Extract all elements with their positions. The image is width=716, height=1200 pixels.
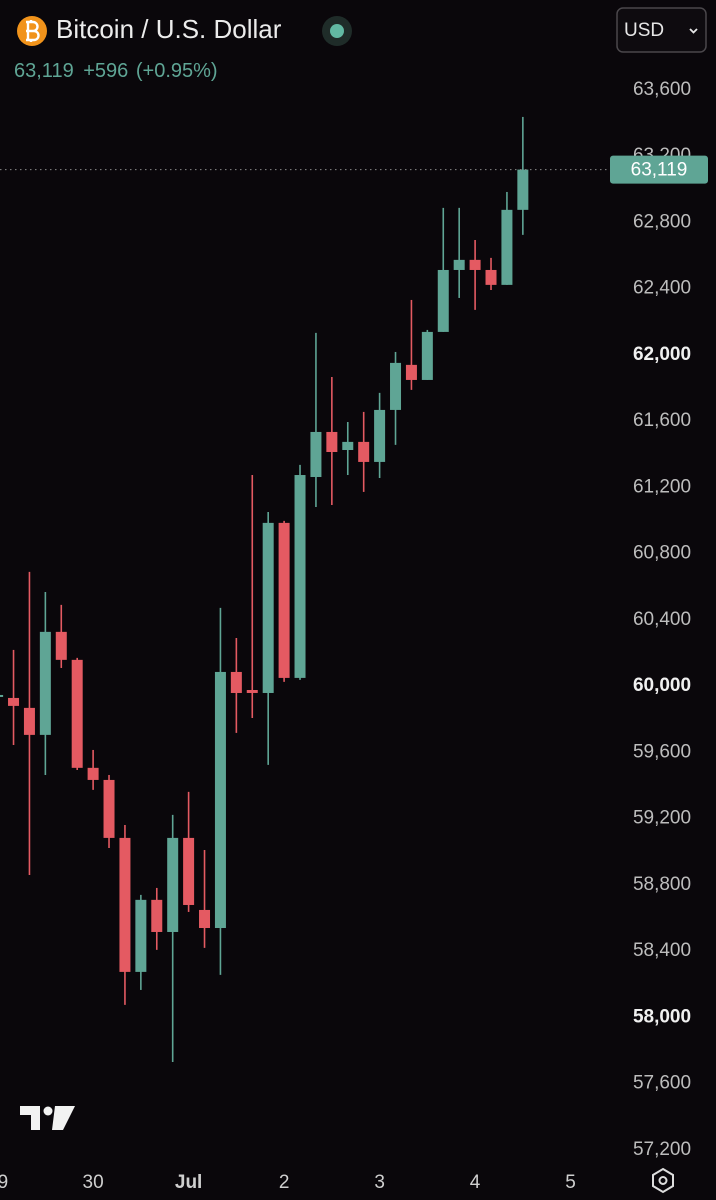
y-tick-label: 57,600 [633, 1073, 691, 1094]
y-tick-label: 61,600 [633, 410, 691, 431]
candle-body [183, 837, 195, 905]
candle-body [103, 779, 115, 838]
y-tick-label: 62,000 [633, 344, 691, 365]
candle-body [55, 631, 67, 660]
candle-body [8, 697, 20, 706]
price-axis: 57,200 57,600 58,000 58,400 58,800 59,200 59,6… [633, 79, 691, 1160]
y-tick-label: 57,200 [633, 1139, 691, 1160]
settings-button[interactable] [652, 1167, 674, 1194]
y-tick-label: 59,200 [633, 808, 691, 829]
candle-body [167, 837, 179, 932]
x-tick-label: 29 [0, 1172, 8, 1193]
last-price-tag-label: 63,119 [631, 160, 688, 181]
tradingview-logo [20, 1106, 75, 1130]
x-tick-label: 5 [565, 1172, 576, 1193]
candle-body [199, 909, 211, 929]
candle-body [119, 837, 131, 972]
candle-body [214, 671, 226, 929]
y-tick-label: 58,400 [633, 940, 691, 961]
x-tick-label: 3 [374, 1172, 385, 1193]
last-price-tag [610, 155, 708, 184]
candle-body [246, 690, 258, 693]
symbol-title: Bitcoin / U.S. Dollar [56, 14, 282, 44]
status-dot [330, 24, 344, 38]
chevron[interactable] [689, 28, 698, 34]
last-price: 63,119 [14, 60, 74, 82]
y-tick-label: 58,000 [633, 1006, 691, 1027]
candle-body [294, 475, 306, 678]
coin-glyph [26, 20, 40, 42]
plot-area [0, 116, 529, 1062]
candle-body [358, 441, 370, 462]
x-tick-label: 30 [83, 1172, 104, 1193]
y-tick-label: 59,600 [633, 741, 691, 762]
y-tick-label: 62,800 [633, 211, 691, 232]
currency-button[interactable] [616, 7, 707, 53]
candle-body [230, 671, 242, 693]
candle-body [501, 209, 513, 285]
candle-body [262, 522, 274, 693]
candle-body [469, 259, 481, 270]
y-tick-label: 61,200 [633, 476, 691, 497]
x-tick-label: 4 [470, 1172, 481, 1193]
candle-body [437, 269, 449, 332]
candle-body [326, 431, 338, 452]
price-change-pct: (+0.95%) [136, 60, 218, 82]
y-tick-label: 62,400 [633, 278, 691, 299]
candle-body [71, 659, 83, 768]
candle-body [310, 431, 322, 478]
candle-body [0, 694, 4, 697]
candle-body [278, 522, 290, 678]
x-tick-label: Jul [175, 1172, 202, 1193]
candle-body [485, 269, 497, 285]
y-tick-label: 63,600 [633, 79, 691, 100]
candle-body [421, 331, 433, 380]
candle-body [390, 362, 402, 410]
candle-body [517, 169, 529, 210]
candle-body [453, 259, 465, 270]
candle-body [151, 899, 163, 932]
y-tick-label: 60,400 [633, 609, 691, 630]
candle-body [405, 364, 417, 380]
candle-body [23, 707, 35, 735]
y-tick-label: 58,800 [633, 874, 691, 895]
y-tick-label: 60,800 [633, 543, 691, 564]
x-tick-label: 2 [279, 1172, 290, 1193]
price-change: +596 [83, 60, 128, 82]
candle-body [87, 767, 99, 780]
candle-body [374, 409, 386, 462]
candle-body [39, 631, 51, 735]
price-summary: 63,119 +596 (+0.95%) [14, 60, 218, 82]
candle-body [342, 441, 354, 451]
candle-body [135, 899, 147, 972]
currency-label[interactable]: USD [624, 20, 664, 41]
y-tick-label: 60,000 [633, 675, 691, 696]
